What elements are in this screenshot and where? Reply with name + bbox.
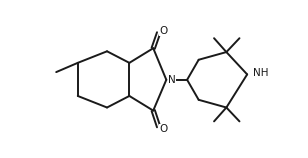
Text: O: O — [159, 25, 167, 36]
Text: O: O — [159, 124, 167, 134]
Text: N: N — [168, 75, 176, 85]
Text: NH: NH — [253, 68, 269, 78]
